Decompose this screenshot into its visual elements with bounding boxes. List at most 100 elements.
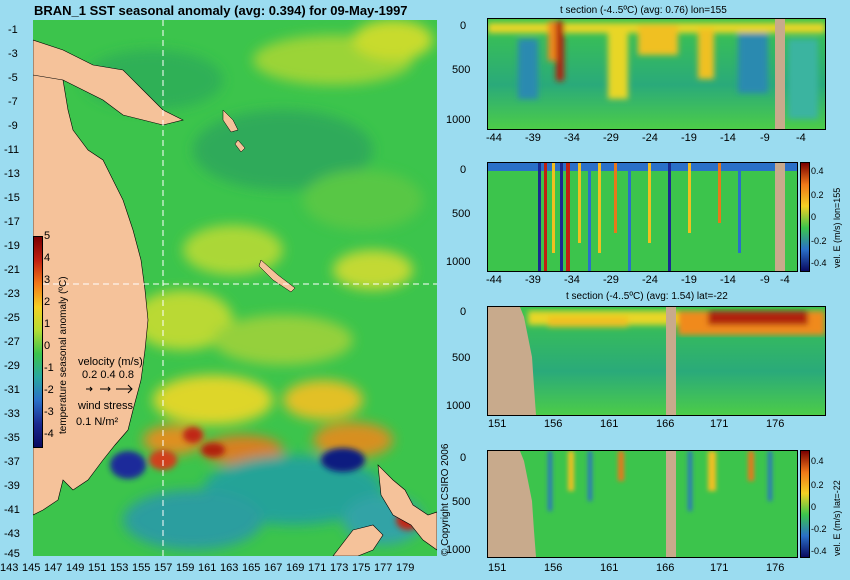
colorbar-label: temperature seasonal anomaly (ºC) bbox=[58, 276, 69, 434]
p1-xtick: -34 bbox=[564, 132, 580, 144]
cb-tick: 3 bbox=[44, 274, 51, 286]
lon-tick: 159 bbox=[176, 562, 195, 574]
lat-tick: -37 bbox=[4, 456, 20, 468]
cb-tick: -1 bbox=[44, 362, 54, 374]
p4-xtick: 171 bbox=[710, 562, 729, 574]
p2-cb-tick: -0.2 bbox=[811, 236, 827, 246]
lon-tick: 165 bbox=[242, 562, 261, 574]
p1-xtick: -44 bbox=[486, 132, 502, 144]
p3-ytick: 1000 bbox=[446, 400, 471, 412]
lon-tick: 171 bbox=[308, 562, 327, 574]
lat-tick: -3 bbox=[8, 48, 18, 60]
lat-tick: -25 bbox=[4, 312, 20, 324]
panel3-title: t section (-4..5ºC) (avg: 1.54) lat=-22 bbox=[566, 291, 728, 302]
lat-tick: -45 bbox=[4, 548, 20, 560]
lon-tick: 169 bbox=[286, 562, 305, 574]
lat-tick: -33 bbox=[4, 408, 20, 420]
lon-tick: 179 bbox=[396, 562, 415, 574]
p4-cb-tick: 0.2 bbox=[811, 480, 824, 490]
panel1-section bbox=[487, 18, 826, 130]
p4-xtick: 151 bbox=[488, 562, 507, 574]
lon-tick: 151 bbox=[88, 562, 107, 574]
lat-tick: -17 bbox=[4, 216, 20, 228]
p2-xtick: -24 bbox=[642, 274, 658, 286]
cb-tick: 2 bbox=[44, 296, 51, 308]
lat-tick: -1 bbox=[8, 24, 18, 36]
lat-tick: -35 bbox=[4, 432, 20, 444]
p2-xtick: -14 bbox=[720, 274, 736, 286]
p1-ytick: 0 bbox=[460, 20, 467, 32]
p3-xtick: 176 bbox=[766, 418, 785, 430]
lat-tick: -15 bbox=[4, 192, 20, 204]
lon-tick: 143 bbox=[0, 562, 19, 574]
wind-legend-label: wind stress bbox=[78, 400, 134, 412]
p2-ytick: 0 bbox=[460, 164, 467, 176]
cb-tick: 1 bbox=[44, 318, 51, 330]
wind-legend-value: 0.1 N/m² bbox=[76, 416, 119, 428]
p2-cb-tick: -0.4 bbox=[811, 258, 827, 268]
p1-xtick: -4 bbox=[796, 132, 806, 144]
p2-xtick: -29 bbox=[603, 274, 619, 286]
p2-cb-tick: 0.2 bbox=[811, 190, 824, 200]
p1-xtick: -39 bbox=[525, 132, 541, 144]
lat-tick: -11 bbox=[4, 144, 20, 156]
panel3-section bbox=[487, 306, 826, 416]
p4-ytick: 1000 bbox=[446, 544, 471, 556]
p2-xtick: -9 bbox=[760, 274, 770, 286]
lat-tick: -29 bbox=[4, 360, 20, 372]
panel2-cb-label: vel. E (m/s) lon=155 bbox=[832, 187, 842, 268]
lon-tick: 153 bbox=[110, 562, 129, 574]
p3-ytick: 0 bbox=[460, 306, 467, 318]
p3-xtick: 161 bbox=[600, 418, 619, 430]
panel4-cb-label: vel. E (m/s) lat=-22 bbox=[832, 480, 842, 556]
p2-xtick: -34 bbox=[564, 274, 580, 286]
lat-tick: -19 bbox=[4, 240, 20, 252]
p2-cb-tick: 0.4 bbox=[811, 166, 824, 176]
velocity-legend-label: velocity (m/s) bbox=[78, 356, 143, 368]
lon-tick: 175 bbox=[352, 562, 371, 574]
lon-tick: 177 bbox=[374, 562, 393, 574]
lat-tick: -31 bbox=[4, 384, 20, 396]
lat-tick: -13 bbox=[4, 168, 20, 180]
sst-anomaly-map bbox=[33, 20, 437, 556]
copyright: © Copyright CSIRO 2006 bbox=[440, 443, 451, 556]
p4-xtick: 161 bbox=[600, 562, 619, 574]
p4-cb-tick: 0 bbox=[811, 502, 817, 512]
panel1-title: t section (-4..5ºC) (avg: 0.76) lon=155 bbox=[560, 5, 727, 16]
p4-cb-tick: -0.4 bbox=[811, 546, 827, 556]
p3-xtick: 166 bbox=[656, 418, 675, 430]
panel2-section bbox=[487, 162, 798, 272]
panel2-colorbar bbox=[800, 162, 810, 272]
p2-xtick: -44 bbox=[486, 274, 502, 286]
p1-ytick: 1000 bbox=[446, 114, 471, 126]
p2-ytick: 1000 bbox=[446, 256, 471, 268]
panel4-colorbar bbox=[800, 450, 810, 558]
lon-tick: 163 bbox=[220, 562, 239, 574]
lat-tick: -5 bbox=[8, 72, 18, 84]
cb-tick: 5 bbox=[44, 230, 51, 242]
velocity-arrows-icon bbox=[84, 381, 136, 399]
lon-tick: 167 bbox=[264, 562, 283, 574]
p3-ytick: 500 bbox=[452, 352, 471, 364]
p3-xtick: 171 bbox=[710, 418, 729, 430]
p4-xtick: 176 bbox=[766, 562, 785, 574]
lat-tick: -9 bbox=[8, 120, 18, 132]
p2-xtick: -19 bbox=[681, 274, 697, 286]
lon-tick: 145 bbox=[22, 562, 41, 574]
lat-tick: -43 bbox=[4, 528, 20, 540]
cb-tick: -2 bbox=[44, 384, 54, 396]
p2-xtick: -4 bbox=[780, 274, 790, 286]
p4-cb-tick: 0.4 bbox=[811, 456, 824, 466]
lat-tick: -21 bbox=[4, 264, 20, 276]
p4-ytick: 500 bbox=[452, 496, 471, 508]
lon-tick: 157 bbox=[154, 562, 173, 574]
p1-xtick: -9 bbox=[760, 132, 770, 144]
p3-xtick: 151 bbox=[488, 418, 507, 430]
panel4-section bbox=[487, 450, 798, 558]
p2-cb-tick: 0 bbox=[811, 212, 817, 222]
velocity-legend-values: 0.2 0.4 0.8 bbox=[82, 369, 134, 381]
cb-tick: 4 bbox=[44, 252, 51, 264]
p4-ytick: 0 bbox=[460, 452, 467, 464]
lon-tick: 147 bbox=[44, 562, 63, 574]
p1-xtick: -29 bbox=[603, 132, 619, 144]
